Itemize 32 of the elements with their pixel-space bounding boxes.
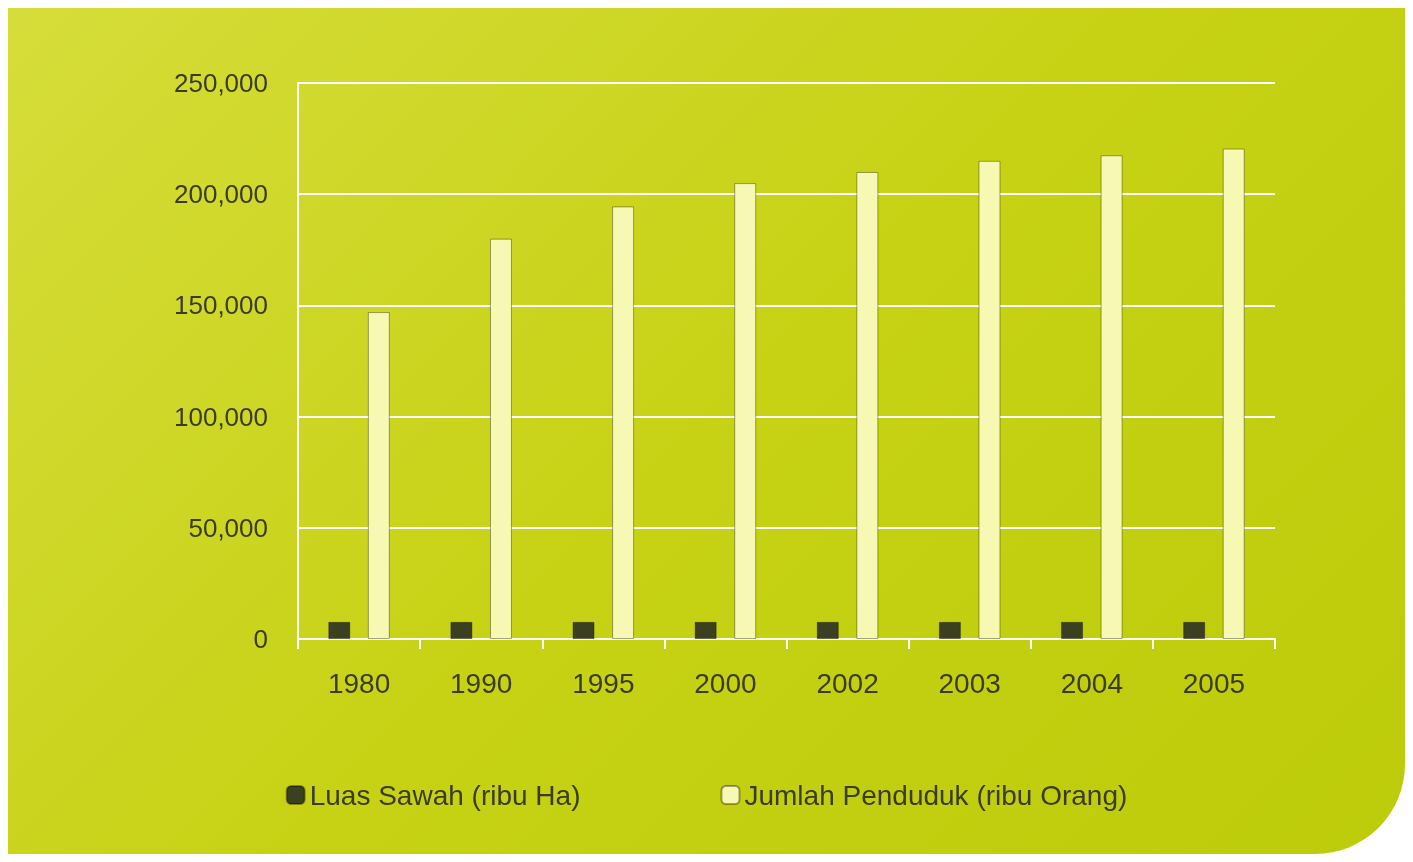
x-tick-label: 2003 [938,667,1001,699]
bar [938,621,961,639]
bar [450,621,473,639]
x-tick-label: 1990 [450,667,513,699]
x-tick-label: 2000 [694,667,757,699]
bar [1222,148,1245,639]
legend-label: Luas Sawah (ribu Ha) [309,779,581,811]
y-tick-label: 0 [253,624,268,654]
bar [978,160,1001,639]
y-tick-label: 200,000 [174,179,268,210]
bar [328,621,351,639]
bar [1100,155,1123,639]
bar [489,238,512,639]
x-tick-label: 2005 [1182,667,1246,699]
bar [1061,621,1084,639]
y-tick-label: 250,000 [174,68,268,98]
bar [572,621,595,639]
x-tick-label: 1995 [572,667,635,699]
y-tick-label: 150,000 [174,290,268,321]
y-tick-label: 100,000 [174,401,268,432]
bar [612,206,635,639]
bar [1183,621,1206,639]
bar [856,171,879,639]
bar [694,621,717,639]
legend-label: Jumlah Penduduk (ribu Orang) [744,779,1128,811]
bar [816,621,839,639]
x-tick-label: 2002 [816,667,879,699]
y-tick-label: 50,000 [188,512,268,543]
bar [367,312,390,639]
x-tick-label: 1980 [327,667,391,699]
x-tick-label: 2004 [1060,667,1123,699]
bar [734,183,757,639]
